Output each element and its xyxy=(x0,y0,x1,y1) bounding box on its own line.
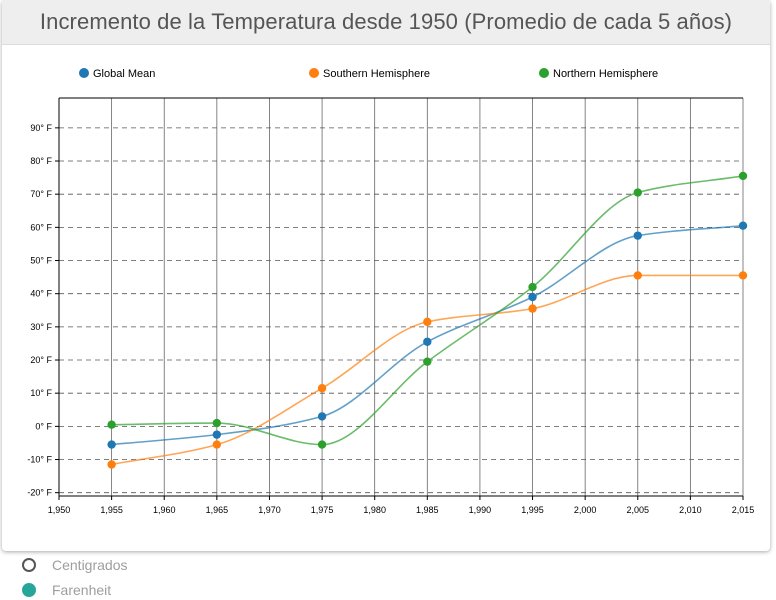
x-tick-label: 1,975 xyxy=(311,505,334,515)
y-tick-label: 20° F xyxy=(30,355,52,365)
x-tick-label: 2,015 xyxy=(732,505,755,515)
data-point xyxy=(317,412,327,421)
data-point xyxy=(107,460,116,469)
x-tick-label: 1,960 xyxy=(153,505,176,515)
title-bar: Incremento de la Temperatura desde 1950 … xyxy=(2,0,770,45)
data-point xyxy=(633,271,642,280)
data-point xyxy=(528,304,537,313)
radio-button-icon[interactable] xyxy=(22,583,36,597)
unit-option-label: Farenheit xyxy=(52,582,112,598)
y-tick-label: 90° F xyxy=(30,123,52,133)
y-tick-label: 40° F xyxy=(30,289,52,299)
x-tick-label: 1,955 xyxy=(100,505,123,515)
unit-option-celsius[interactable]: Centigrados xyxy=(22,555,128,575)
x-tick-label: 1,995 xyxy=(521,505,544,515)
data-point xyxy=(317,440,327,449)
x-tick-label: 1,965 xyxy=(206,505,229,515)
x-tick-label: 1,970 xyxy=(258,505,281,515)
y-tick-label: 30° F xyxy=(30,322,52,332)
data-point xyxy=(633,231,642,240)
y-tick-label: 60° F xyxy=(30,222,52,232)
legend-label: Global Mean xyxy=(93,68,155,80)
data-point xyxy=(212,430,222,439)
x-tick-label: 1,950 xyxy=(48,505,71,515)
y-tick-label: 70° F xyxy=(30,189,52,199)
y-tick-label: 10° F xyxy=(30,388,52,398)
x-tick-label: 1,985 xyxy=(416,505,439,515)
radio-button-icon[interactable] xyxy=(22,558,36,572)
y-tick-label: 0° F xyxy=(35,421,52,431)
data-point xyxy=(212,440,222,449)
chart-title: Incremento de la Temperatura desde 1950 … xyxy=(39,9,733,34)
legend-marker xyxy=(79,68,89,78)
y-tick-label: 50° F xyxy=(30,256,52,266)
y-tick-label: -20° F xyxy=(27,488,52,498)
x-tick-label: 1,980 xyxy=(363,505,386,515)
x-tick-label: 2,005 xyxy=(627,505,650,515)
y-tick-label: -10° F xyxy=(27,455,52,465)
legend-label: Southern Hemisphere xyxy=(323,68,430,80)
data-point xyxy=(423,317,432,327)
data-point xyxy=(317,384,327,393)
data-point xyxy=(528,292,537,302)
x-tick-label: 2,010 xyxy=(679,505,702,515)
y-tick-label: 80° F xyxy=(30,156,52,166)
x-tick-label: 2,000 xyxy=(574,505,597,515)
data-point xyxy=(633,188,642,197)
unit-option-fahrenheit[interactable]: Farenheit xyxy=(22,580,111,600)
data-point xyxy=(423,357,432,366)
x-tick-label: 1,990 xyxy=(469,505,492,515)
data-point xyxy=(107,420,116,429)
data-point xyxy=(107,440,116,449)
data-point xyxy=(738,271,748,280)
legend-marker xyxy=(309,68,319,78)
data-point xyxy=(738,221,748,230)
unit-option-label: Centigrados xyxy=(52,557,128,573)
line-chart: -20° F -10° F 0° F 10° F 20° F 30° F 40° F 50° … xyxy=(27,68,755,515)
data-point xyxy=(212,418,222,428)
data-point xyxy=(423,337,432,346)
legend-label: Northern Hemisphere xyxy=(553,68,658,80)
legend-marker xyxy=(539,68,549,78)
chart-card: Incremento de la Temperatura desde 1950 … xyxy=(2,0,770,551)
data-point xyxy=(738,171,748,181)
data-point xyxy=(528,282,537,292)
